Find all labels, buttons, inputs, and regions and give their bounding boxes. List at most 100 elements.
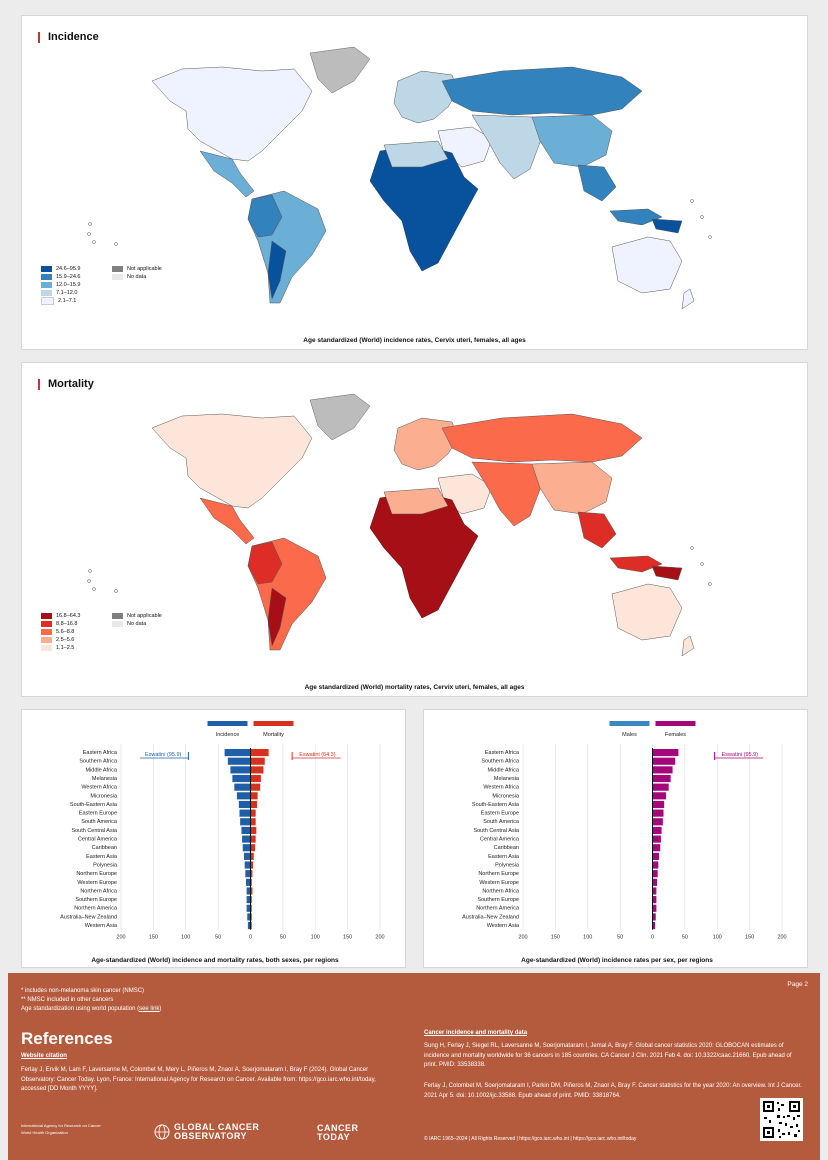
bar-incidence [227,757,251,765]
legend-swatch-males [609,721,650,726]
bar-incidence [234,783,251,791]
mortality-legend-nodata-swatch [112,621,123,627]
bar-mortality [250,887,253,895]
category-label: Micronesia [90,793,118,799]
footnote-1: * includes non-melanoma skin cancer (NMS… [21,988,145,994]
incidence-legend-row-1: 24.6–95.9 [41,265,80,273]
bar-females [652,861,659,869]
mortality-island-markers [87,569,118,593]
gco-logo: GLOBAL CANCER OBSERVATORY [154,1123,259,1141]
category-label: Eastern Europe [481,811,519,817]
category-label: Caribbean [494,845,519,851]
bar-females [652,922,656,930]
incidence-caption: Age standardized (World) incidence rates… [303,337,526,344]
category-label: Northern Africa [80,888,118,894]
incidence-legend-row-4: 7.1–12.0 [41,289,80,297]
x-tick-label: 100 [713,935,722,941]
bar-females [652,757,676,765]
cancer-today-line-2: TODAY [317,1132,351,1142]
x-tick-label: 200 [375,935,384,941]
category-label: Middle Africa [488,767,520,773]
bar-incidence [246,904,251,912]
category-label: Melanesia [494,776,520,782]
incidence-legend-row-3: 12.0–15.9 [41,281,80,289]
see-link[interactable]: see link [139,1006,160,1012]
mortality-legend-nodata-label: No data [127,621,147,627]
category-label: South-Eastern Asia [70,802,118,808]
bar-females [652,835,661,843]
bar-incidence [245,878,251,886]
category-label: Western Europe [77,880,117,886]
x-tick-label: 0 [651,935,654,941]
x-tick-label: 200 [116,935,125,941]
bar-females [652,896,657,904]
mortality-legend-swatch-5 [41,645,52,651]
mortality-legend-swatch-1 [41,613,52,619]
legend-label-mortality: Mortality [263,732,284,738]
mortality-caption: Age standardized (World) mortality rates… [304,684,525,691]
category-label: South Central Asia [473,828,519,834]
incidence-legend-swatch-1 [41,266,52,272]
gco-logo-text: GLOBAL CANCER OBSERVATORY [174,1123,259,1141]
incidence-legend-swatch-4 [41,290,52,296]
qr-code[interactable] [760,1098,803,1141]
mortality-legend-label-3: 5.6–8.8 [56,629,75,635]
bar-females [652,818,663,826]
x-tick-label: 100 [311,935,320,941]
x-tick-label: 150 [745,935,754,941]
bar-incidence [246,887,251,895]
bar-females [652,809,664,817]
category-label: Northern America [476,906,520,912]
category-label: Eastern Africa [83,750,118,756]
globe-icon [154,1124,170,1140]
bar-mortality [250,835,256,843]
legend-swatch-incidence [207,721,248,726]
mortality-legend-label-4: 2.5–5.6 [56,637,75,643]
annotation-label: Eswatini (95.9) [722,752,759,758]
legend-swatch-females [655,721,696,726]
incidence-legend-row-2: 15.9–24.6 [41,273,80,281]
mortality-card: Mortality 16.8–64.3 8.8–16.8 5.6–8.8 2.5… [21,362,808,697]
legend-label-incidence: Incidence [216,732,240,738]
bar-mortality [250,861,254,869]
category-label: Northern America [74,906,118,912]
incidence-legend-nodata-swatch [112,274,123,280]
category-label: Central America [78,837,118,843]
x-tick-label: 50 [280,935,286,941]
mortality-legend-other: Not applicable No data [112,612,162,628]
bar-mortality [250,852,254,860]
mortality-legend-label-1: 16.8–64.3 [56,613,81,619]
category-label: Western Africa [81,785,118,791]
mortality-legend-row-5: 1.1–2.5 [41,644,80,652]
x-tick-label: 150 [343,935,352,941]
footnotes: * includes non-melanoma skin cancer (NMS… [21,987,161,1014]
incidence-legend-na-row: Not applicable [112,265,162,273]
bar-females [652,774,671,783]
incidence-legend-label-3: 12.0–15.9 [56,282,81,288]
x-tick-label: 150 [149,935,158,941]
mortality-legend-row-2: 8.8–16.8 [41,620,80,628]
legend-label-females: Females [665,732,686,738]
bar-incidence [240,818,251,826]
incidence-legend-label-2: 15.9–24.6 [56,274,81,280]
website-citation-title: Website citation [21,1053,67,1059]
bar-females [652,904,657,912]
incidence-legend-nodata-label: No data [127,274,147,280]
incidence-legend-label-4: 7.1–12.0 [56,290,78,296]
category-label: Australia–New Zealand [60,914,117,920]
footnote-3: Age standardization using world populati… [21,1005,161,1014]
bar-females [652,749,679,757]
category-label: Western Africa [483,785,520,791]
bar-incidence [247,913,251,921]
bar-mortality [250,809,256,817]
bar-mortality [250,774,261,783]
cancer-data-ref-2: Ferlay J, Colombet M, Soerjomataram I, P… [424,1083,802,1099]
chart-title: Age-standardized (World) incidence rates… [521,957,713,964]
bar-incidence [241,826,251,834]
incidence-legend-label-5: 2.1–7.1 [58,298,77,304]
x-tick-label: 50 [617,935,623,941]
bar-mortality [250,800,257,809]
iarc-logo-text: International Agency for Research on Can… [21,1123,101,1128]
x-tick-label: 50 [682,935,688,941]
bar-incidence [242,835,251,843]
